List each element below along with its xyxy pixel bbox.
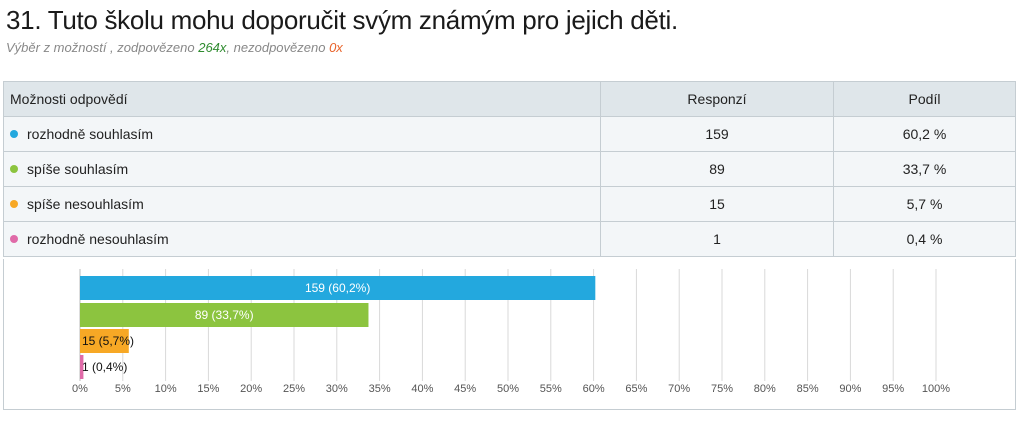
table-row: spíše souhlasím 89 33,7 % bbox=[3, 151, 1016, 187]
option-label: rozhodně nesouhlasím bbox=[27, 231, 169, 247]
bar bbox=[80, 355, 84, 379]
option-cell: spíše nesouhlasím bbox=[3, 186, 601, 222]
option-cell: rozhodně nesouhlasím bbox=[3, 221, 601, 257]
answered-count: 264x bbox=[198, 40, 227, 55]
option-label: rozhodně souhlasím bbox=[27, 126, 154, 142]
bar-data-label: 1 (0,4%) bbox=[82, 360, 127, 374]
table-row: rozhodně souhlasím 159 60,2 % bbox=[3, 116, 1016, 152]
header-share: Podíl bbox=[833, 81, 1016, 117]
legend-dot-icon bbox=[10, 165, 18, 173]
question-title: 31. Tuto školu mohu doporučit svým známý… bbox=[6, 5, 678, 35]
x-tick-label: 80% bbox=[754, 383, 776, 395]
x-tick-label: 85% bbox=[797, 383, 819, 395]
header-options: Možnosti odpovědí bbox=[3, 81, 601, 117]
x-tick-label: 40% bbox=[411, 383, 433, 395]
subtitle-mid: , nezodpovězeno bbox=[226, 40, 330, 55]
share-cell: 60,2 % bbox=[833, 116, 1016, 152]
x-tick-label: 90% bbox=[839, 383, 861, 395]
unanswered-count: 0x bbox=[329, 40, 343, 55]
x-tick-label: 100% bbox=[922, 383, 950, 395]
x-tick-label: 25% bbox=[283, 383, 305, 395]
share-cell: 33,7 % bbox=[833, 151, 1016, 187]
header-responses: Responzí bbox=[600, 81, 834, 117]
responses-cell: 159 bbox=[600, 116, 834, 152]
responses-cell: 89 bbox=[600, 151, 834, 187]
bar-chart: 0% 5% 10% 15% 20% 25% 30% 35% 40% 45% 50% 55% 60% 65%… bbox=[72, 269, 950, 395]
subtitle-prefix: Výběr z možností , zodpovězeno bbox=[6, 40, 199, 55]
x-tick-label: 5% bbox=[115, 383, 131, 395]
option-cell: rozhodně souhlasím bbox=[3, 116, 601, 152]
x-tick-label: 60% bbox=[583, 383, 605, 395]
x-tick-label: 70% bbox=[668, 383, 690, 395]
x-tick-label: 20% bbox=[240, 383, 262, 395]
option-label: spíše nesouhlasím bbox=[27, 196, 144, 212]
x-tick-label: 15% bbox=[197, 383, 219, 395]
question-subtitle: Výběr z možností , zodpovězeno 264x, nez… bbox=[6, 40, 343, 55]
legend-dot-icon bbox=[10, 200, 18, 208]
x-tick-label: 45% bbox=[454, 383, 476, 395]
x-tick-label: 35% bbox=[369, 383, 391, 395]
results-table: Možnosti odpovědí Responzí Podíl rozhodn… bbox=[3, 81, 1016, 257]
x-tick-label: 30% bbox=[326, 383, 348, 395]
responses-cell: 1 bbox=[600, 221, 834, 257]
x-tick-label: 0% bbox=[72, 383, 88, 395]
bar bbox=[80, 329, 129, 353]
x-tick-label: 10% bbox=[155, 383, 177, 395]
x-tick-label: 50% bbox=[497, 383, 519, 395]
bar bbox=[80, 303, 369, 327]
bar-data-label: 15 (5,7%) bbox=[82, 334, 134, 348]
x-tick-label: 55% bbox=[540, 383, 562, 395]
legend-dot-icon bbox=[10, 235, 18, 243]
table-row: spíše nesouhlasím 15 5,7 % bbox=[3, 186, 1016, 222]
chart-panel: 0% 5% 10% 15% 20% 25% 30% 35% 40% 45% 50% 55% 60% 65%… bbox=[3, 259, 1016, 410]
x-tick-label: 75% bbox=[711, 383, 733, 395]
option-cell: spíše souhlasím bbox=[3, 151, 601, 187]
x-tick-label: 95% bbox=[882, 383, 904, 395]
option-label: spíše souhlasím bbox=[27, 161, 129, 177]
share-cell: 0,4 % bbox=[833, 221, 1016, 257]
legend-dot-icon bbox=[10, 130, 18, 138]
table-header-row: Možnosti odpovědí Responzí Podíl bbox=[3, 81, 1016, 117]
bar-data-label: 89 (33,7%) bbox=[195, 308, 254, 322]
bar bbox=[80, 276, 596, 300]
responses-cell: 15 bbox=[600, 186, 834, 222]
table-row: rozhodně nesouhlasím 1 0,4 % bbox=[3, 221, 1016, 257]
bar-data-label: 159 (60,2%) bbox=[305, 281, 370, 295]
x-tick-label: 65% bbox=[625, 383, 647, 395]
share-cell: 5,7 % bbox=[833, 186, 1016, 222]
